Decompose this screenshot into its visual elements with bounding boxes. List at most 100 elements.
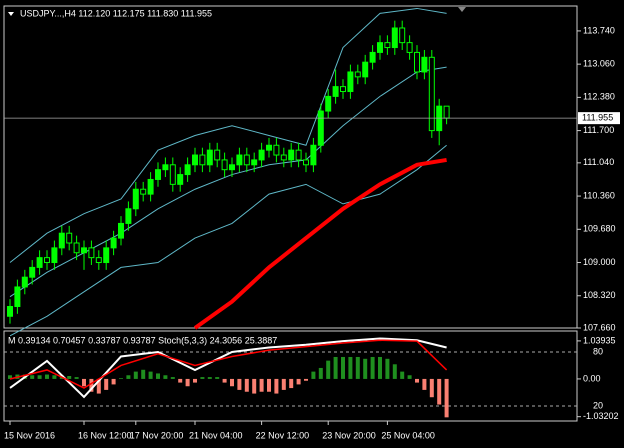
histogram-bar xyxy=(170,377,175,379)
candle-body xyxy=(118,222,124,239)
histogram-bar xyxy=(274,378,279,394)
histogram-bar xyxy=(141,369,146,379)
histogram-bar xyxy=(207,377,212,379)
candle-body xyxy=(273,144,280,156)
histogram-bar xyxy=(156,373,160,379)
candle-body xyxy=(36,257,43,268)
candle-body xyxy=(7,306,13,317)
overlay-line xyxy=(9,144,447,337)
candle-body xyxy=(184,164,191,176)
price-label-box xyxy=(578,112,620,125)
candle-body xyxy=(347,71,354,93)
shift-marker xyxy=(458,7,466,12)
x-tick-label: 22 Nov 12:00 xyxy=(256,430,310,440)
y-tick-label: 110.360 xyxy=(583,190,615,200)
histogram-bar xyxy=(289,378,294,389)
histogram-bar xyxy=(230,378,234,387)
histogram-bar xyxy=(385,358,390,379)
candle-body xyxy=(443,105,450,119)
histogram-bar xyxy=(185,378,190,387)
candle-body xyxy=(214,149,221,161)
histogram-bar xyxy=(422,378,427,390)
candle-body xyxy=(310,144,317,166)
histogram-bar xyxy=(281,378,286,390)
header: USDJPY...,H4 112.120 112.175 111.830 111… xyxy=(20,8,212,18)
x-tick-label: 23 Nov 20:00 xyxy=(322,430,376,440)
histogram-bar xyxy=(119,378,123,379)
candle-body xyxy=(399,27,406,44)
candle-body xyxy=(236,154,243,166)
histogram-bar xyxy=(326,360,331,379)
candle-body xyxy=(428,56,435,132)
histogram-bar xyxy=(52,375,57,379)
x-tick-label: 15 Nov 2016 xyxy=(4,430,55,440)
candle-body xyxy=(21,276,28,288)
x-tick-label: 17 Nov 20:00 xyxy=(130,430,184,440)
y-tick-label: 113.740 xyxy=(583,25,615,35)
candle-body xyxy=(140,188,147,195)
histogram-bar xyxy=(333,356,338,379)
menu-icon[interactable] xyxy=(8,12,14,16)
candle-body xyxy=(377,42,383,53)
sub-frame xyxy=(3,330,578,422)
candle-body xyxy=(155,169,161,180)
histogram-bar xyxy=(348,356,353,379)
sub-y-tick-label: -1.03202 xyxy=(583,411,619,421)
histogram-bar xyxy=(304,378,308,381)
candle-body xyxy=(384,42,391,49)
candle-body xyxy=(251,159,258,166)
candle-body xyxy=(88,247,95,259)
x-tick-label: 16 Nov 12:00 xyxy=(78,430,132,440)
histogram-bar xyxy=(222,378,227,383)
histogram-bar xyxy=(163,375,168,379)
candle-body xyxy=(110,237,117,249)
candle-body xyxy=(162,164,169,171)
candle-body xyxy=(44,257,50,264)
candle-body xyxy=(303,159,309,166)
candle-body xyxy=(354,71,361,78)
histogram-bar xyxy=(259,378,264,392)
candle-body xyxy=(221,159,228,171)
candle-body xyxy=(58,232,65,249)
histogram-bar xyxy=(370,356,375,379)
histogram-bar xyxy=(392,364,397,379)
y2-tick-label: 80 xyxy=(593,346,603,356)
histogram-bar xyxy=(45,374,49,379)
histogram-bar xyxy=(311,371,316,379)
histogram-bar xyxy=(96,378,101,394)
candle-body xyxy=(177,174,184,185)
histogram-bar xyxy=(318,367,323,379)
histogram-bar xyxy=(200,377,205,379)
candle-body xyxy=(229,164,235,171)
histogram-bar xyxy=(74,377,79,379)
candle-body xyxy=(192,154,198,166)
histogram-bar xyxy=(67,376,72,379)
histogram-bar xyxy=(89,378,94,392)
histogram-bar xyxy=(252,378,257,394)
histogram-bar xyxy=(133,371,138,379)
candle-body xyxy=(369,51,376,63)
histogram-bar xyxy=(237,378,242,390)
y-tick-label: 107.660 xyxy=(583,322,616,332)
candle-body xyxy=(295,149,302,161)
x-tick-label: 25 Nov 04:00 xyxy=(381,430,435,440)
y-tick-label: 109.000 xyxy=(583,257,616,267)
histogram-bar xyxy=(444,378,449,418)
y2-tick-label: 20 xyxy=(593,400,603,410)
y-tick-label: 108.320 xyxy=(583,290,616,300)
candle-body xyxy=(29,266,36,278)
histogram-bar xyxy=(437,378,442,405)
histogram-bar xyxy=(363,358,368,379)
candle-body xyxy=(103,247,110,264)
histogram-bar xyxy=(126,375,131,379)
histogram-bar xyxy=(244,378,249,392)
price-label: 111.955 xyxy=(582,113,613,123)
candle-body xyxy=(81,247,87,254)
histogram-bar xyxy=(341,356,345,379)
candle-body xyxy=(332,86,339,97)
candle-body xyxy=(421,56,428,73)
histogram-bar xyxy=(355,356,360,379)
y-tick-label: 109.680 xyxy=(583,224,616,234)
histogram-bar xyxy=(30,375,35,379)
histogram-bar xyxy=(148,371,153,379)
